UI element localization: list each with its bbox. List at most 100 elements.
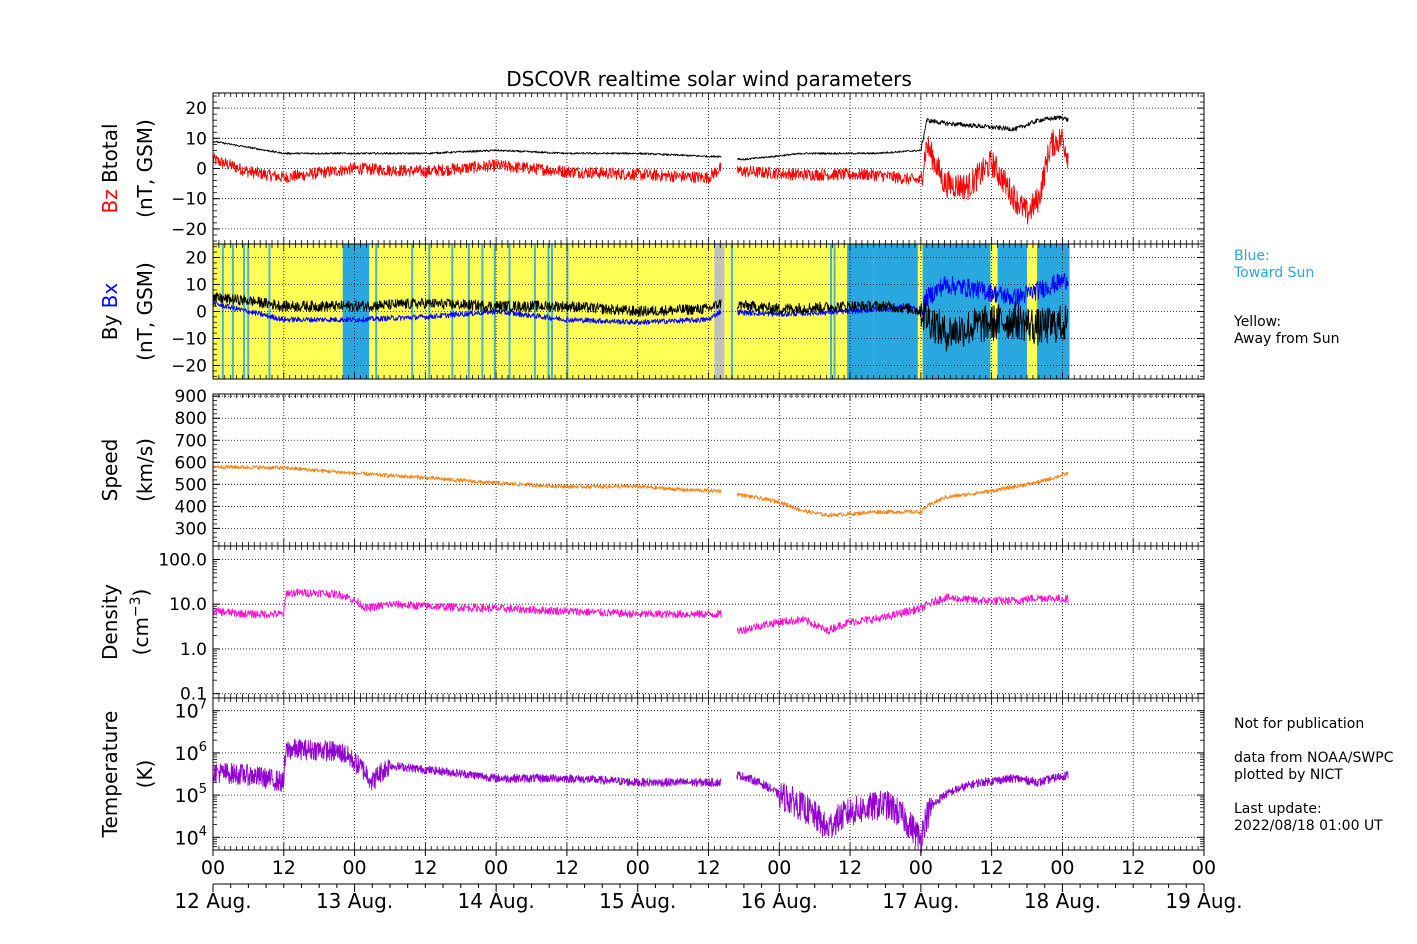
x-tick-label: 00 — [342, 857, 366, 879]
series-density — [212, 588, 722, 619]
sector-stripe — [375, 244, 378, 379]
date-label: 14 Aug. — [458, 889, 535, 913]
panel-bx-by: 20 10 0 −10 −20 By Bx (nT, GSM) — [98, 243, 1205, 380]
series-btotal — [737, 115, 1069, 161]
tick-exponent: 7 — [199, 698, 207, 713]
legend-blue-title: Blue: — [1234, 248, 1270, 264]
series-bx — [212, 301, 722, 326]
y-tick-label: 20 — [185, 249, 207, 269]
series-temperature — [212, 738, 722, 792]
sector-stripe — [508, 244, 511, 379]
x-tick-label: 00 — [1192, 857, 1216, 879]
y-tick-label: 300 — [175, 519, 207, 539]
x-tick-label: 00 — [484, 857, 508, 879]
y-tick-label: 10 — [185, 276, 207, 296]
sector-stripe — [268, 244, 271, 379]
series-speed — [212, 464, 722, 494]
y-tick-label: −20 — [171, 220, 207, 240]
panel-bz-btotal: 20 10 0 −10 −20 Bz Btotal (nT, GSM) — [98, 92, 1205, 245]
y-tick-label: 0.1 — [180, 685, 207, 705]
x-tick-label: 12 — [555, 857, 579, 879]
legend-blue-desc: Toward Sun — [1234, 265, 1315, 281]
sector-stripe — [411, 244, 414, 379]
y-tick-label: 1.0 — [180, 640, 207, 660]
note-last-update-label: Last update: — [1234, 801, 1322, 817]
chart-title: DSCOVR realtime solar wind parameters — [506, 67, 912, 91]
sector-toward — [342, 244, 370, 379]
ylabel-unit-bxby: (nT, GSM) — [133, 262, 157, 361]
legend-yellow-title: Yellow: — [1234, 314, 1282, 330]
panel-frame — [212, 243, 1205, 380]
tick-base: 10 — [175, 743, 199, 765]
legend-toward-sun: Blue: Toward Sun — [1234, 248, 1314, 282]
sector-stripe — [547, 244, 550, 379]
ylabel-bz-btotal: Bz Btotal — [98, 123, 122, 213]
y-tick-label: 100.0 — [158, 550, 207, 570]
ylabel-unit-density: (cm−3) — [128, 589, 153, 656]
y-tick-label: −10 — [171, 330, 207, 350]
date-label: 12 Aug. — [174, 889, 251, 913]
ylabel-unit-temperature: (K) — [133, 760, 157, 789]
legend-away-from-sun: Yellow: Away from Sun — [1234, 314, 1339, 348]
ylabel-temperature: Temperature — [98, 711, 122, 839]
x-axis: 00 12 00 12 00 12 00 12 00 12 00 12 00 12 00 12 Aug. 13 … — [174, 850, 1243, 913]
x-tick-label: 12 — [980, 857, 1004, 879]
tick-base: 10 — [175, 701, 199, 723]
x-tick-label: 12 — [1121, 857, 1145, 879]
y-tick-label: 0 — [196, 303, 207, 323]
sector-stripe — [451, 244, 454, 379]
tick-exponent: 5 — [199, 782, 207, 797]
ylabel-bx: Bx — [98, 283, 122, 309]
y-tick-label: 106 — [175, 740, 207, 765]
sector-stripe — [730, 244, 733, 379]
x-tick-label: 12 — [413, 857, 437, 879]
series-bz — [212, 153, 722, 185]
x-tick-label: 00 — [1050, 857, 1074, 879]
y-tick-label: 107 — [175, 698, 207, 723]
y-tick-label: 900 — [175, 387, 207, 407]
ylabel-by: By — [98, 308, 122, 340]
tick-exponent: 4 — [199, 824, 207, 839]
y-tick-label: 104 — [175, 824, 207, 849]
x-tick-label: 00 — [767, 857, 791, 879]
y-tick-label: 10 — [185, 129, 207, 149]
series-bz — [736, 128, 1069, 225]
ylabel-unit-speed: (km/s) — [133, 438, 157, 502]
y-tick-label: 105 — [175, 782, 207, 807]
series-density — [736, 593, 1069, 635]
y-tick-label: 20 — [185, 99, 207, 119]
ylabel-unit-mag: (nT, GSM) — [133, 119, 157, 218]
date-label: 13 Aug. — [316, 889, 393, 913]
y-tick-label: 600 — [175, 453, 207, 473]
date-label: 16 Aug. — [741, 889, 818, 913]
ylabel-speed: Speed — [98, 439, 122, 502]
x-tick-label: 12 — [696, 857, 720, 879]
x-tick-label: 12 — [272, 857, 296, 879]
note-not-for-publication: Not for publication — [1234, 716, 1365, 732]
unit-density-sup: −3 — [128, 596, 144, 617]
tick-base: 10 — [175, 827, 199, 849]
y-tick-label: 500 — [175, 475, 207, 495]
notes-block: Not for publication data from NOAA/SWPC … — [1234, 716, 1393, 835]
tick-base: 10 — [175, 785, 199, 807]
date-label: 15 Aug. — [599, 889, 676, 913]
sector-toward — [997, 244, 1028, 379]
note-last-update: 2022/08/18 01:00 UT — [1234, 818, 1383, 834]
y-tick-label: 0 — [196, 160, 207, 180]
y-tick-label: −20 — [171, 357, 207, 377]
ylabel-bz: Bz — [98, 189, 122, 213]
series-temperature — [736, 771, 1069, 856]
x-tick-label: 00 — [909, 857, 933, 879]
x-tick-label: 00 — [626, 857, 650, 879]
y-tick-label: −10 — [171, 190, 207, 210]
unit-density-main: (cm — [129, 617, 153, 655]
series-by — [212, 292, 722, 318]
y-tick-label: 400 — [175, 497, 207, 517]
date-label: 18 Aug. — [1024, 889, 1101, 913]
ylabel-density: Density — [98, 584, 122, 660]
date-label: 19 Aug. — [1165, 889, 1242, 913]
